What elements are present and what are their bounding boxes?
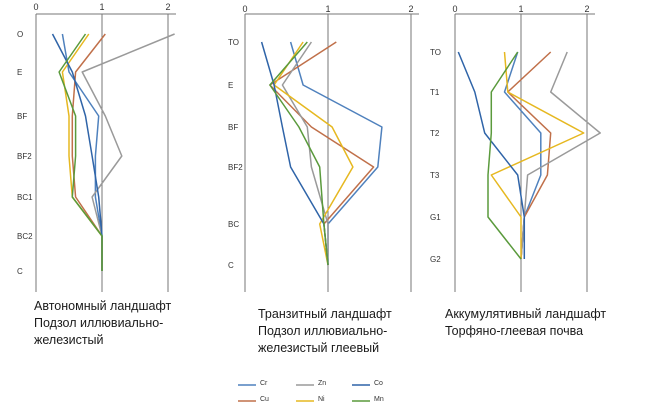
- caption-line: железистый: [34, 333, 104, 347]
- horizon-label: O: [17, 30, 23, 39]
- x-tick-label: 2: [165, 2, 170, 12]
- x-tick-label: 2: [408, 4, 413, 14]
- horizon-label: E: [228, 81, 233, 90]
- x-tick-label: 1: [325, 4, 330, 14]
- horizon-label: BC2: [17, 232, 33, 241]
- chart-panel-accumulative: 0 1 2 TO T1 T2 T3 G1 G2: [430, 4, 601, 292]
- horizon-label: T3: [430, 171, 440, 180]
- horizon-label: E: [17, 68, 22, 77]
- caption-line: железистый глеевый: [258, 341, 380, 355]
- horizon-label: T1: [430, 88, 440, 97]
- legend-item: Ni: [296, 396, 356, 407]
- horizon-label: C: [17, 267, 23, 276]
- legend-label: Cr: [260, 380, 268, 387]
- legend-item: Cr: [238, 380, 298, 391]
- horizon-label: G1: [430, 213, 441, 222]
- caption-autonomous: Автономный ландшафт Подзол иллювиально- …: [34, 298, 171, 349]
- caption-line: Торфяно-глеевая почва: [445, 324, 584, 338]
- x-tick-label: 0: [242, 4, 247, 14]
- horizon-label: BC1: [17, 193, 33, 202]
- chart-panel-transit: 0 1 2 TO E BF BF2 BC C: [228, 4, 419, 292]
- x-tick-label: 1: [99, 2, 104, 12]
- legend-item: Zn: [296, 380, 356, 391]
- x-tick-label: 0: [33, 2, 38, 12]
- legend-label: Zn: [318, 380, 327, 387]
- caption-line: Подзол иллювиально-: [258, 324, 388, 338]
- legend-label: Cu: [260, 396, 269, 403]
- horizon-label: T2: [430, 129, 440, 138]
- chart-legend: Cr Zn Co Cu Ni Mn: [234, 378, 406, 408]
- legend-label: Ni: [318, 396, 325, 403]
- horizon-label: C: [228, 261, 234, 270]
- legend-item: Cu: [238, 396, 298, 407]
- series-line-co: [260, 41, 329, 266]
- legend-item: Co: [352, 380, 412, 391]
- series-line-ni: [273, 41, 354, 266]
- series-line-cr: [289, 41, 383, 265]
- x-tick-label: 0: [452, 4, 457, 14]
- caption-line: Подзол иллювиально-: [34, 316, 164, 330]
- caption-line: Аккумулятивный ландшафт: [445, 307, 607, 321]
- x-tick-label: 1: [518, 4, 523, 14]
- caption-transit: Транзитный ландшафт Подзол иллювиально- …: [258, 306, 392, 357]
- legend-item: Mn: [352, 396, 412, 407]
- horizon-label: G2: [430, 255, 441, 264]
- series-line-co: [457, 51, 526, 259]
- x-tick-label: 2: [584, 4, 589, 14]
- legend-label: Mn: [374, 396, 384, 403]
- caption-line: Автономный ландшафт: [34, 299, 172, 313]
- horizon-label: BF: [228, 123, 238, 132]
- caption-line: Транзитный ландшафт: [258, 307, 392, 321]
- series-line-ni: [490, 51, 585, 259]
- horizon-label: BF: [17, 112, 27, 121]
- horizon-label: BF2: [228, 163, 243, 172]
- horizon-label: BC: [228, 220, 239, 229]
- horizon-label: TO: [228, 38, 239, 47]
- horizon-label: TO: [430, 48, 441, 57]
- horizon-label: BF2: [17, 152, 32, 161]
- series-line-mn: [58, 33, 103, 271]
- series-line-cu: [507, 51, 552, 260]
- series-line-mn: [269, 41, 329, 266]
- series-line-mn: [487, 51, 522, 260]
- chart-panel-autonomous: 0 1 2 O E BF BF2 BC1 BC2 C: [17, 2, 176, 292]
- caption-accumulative: Аккумулятивный ландшафт Торфяно-глеевая …: [445, 306, 606, 340]
- legend-label: Co: [374, 380, 383, 387]
